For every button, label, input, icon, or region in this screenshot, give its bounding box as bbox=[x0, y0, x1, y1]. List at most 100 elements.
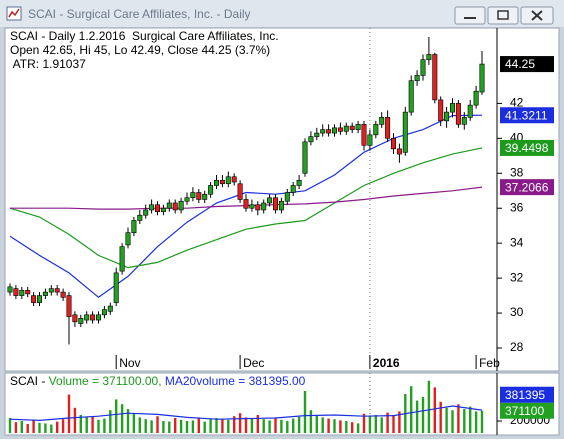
candle-body bbox=[60, 291, 66, 298]
volume-bar bbox=[115, 399, 118, 433]
volume-bar bbox=[191, 420, 195, 433]
candle-body bbox=[320, 129, 326, 134]
candle-body bbox=[31, 295, 37, 303]
axis-value-box: 39.4498 bbox=[500, 139, 554, 156]
volume-bar bbox=[315, 415, 318, 433]
close-button[interactable] bbox=[520, 6, 554, 25]
candle-body bbox=[48, 288, 54, 293]
volume-bar bbox=[392, 415, 395, 433]
candle-body bbox=[225, 176, 231, 185]
candle-body bbox=[196, 192, 202, 200]
volume-bar bbox=[262, 419, 265, 433]
axis-value-box-bg bbox=[500, 139, 554, 156]
candle-body bbox=[219, 179, 225, 185]
candle-body bbox=[361, 124, 367, 146]
volume-bar bbox=[333, 419, 336, 433]
volume-bar bbox=[209, 419, 212, 433]
volume-bar bbox=[268, 420, 271, 433]
candle-body bbox=[267, 197, 273, 204]
volume-bar bbox=[50, 424, 53, 433]
y-tick-label: 32 bbox=[510, 270, 524, 284]
candle-body bbox=[137, 214, 143, 221]
candle-body bbox=[125, 232, 131, 246]
header-line: ATR: 1.91037 bbox=[10, 57, 86, 71]
candle-body bbox=[331, 127, 337, 134]
candle-body bbox=[149, 204, 155, 211]
candle-body bbox=[90, 314, 96, 321]
candle-body bbox=[343, 125, 349, 132]
candle-body bbox=[36, 295, 42, 303]
volume-bar bbox=[79, 415, 82, 433]
candle-body bbox=[373, 124, 379, 136]
candle-body bbox=[172, 202, 178, 211]
volume-bar bbox=[221, 418, 224, 433]
volume-value-box-label: 381395 bbox=[505, 388, 545, 402]
volume-bar bbox=[469, 406, 472, 433]
volume-bar bbox=[20, 421, 23, 433]
volume-bar bbox=[480, 410, 484, 433]
axis-value-box-label: 39.4498 bbox=[505, 141, 549, 155]
volume-bar bbox=[274, 417, 277, 433]
candle-body bbox=[290, 185, 296, 193]
axis-value-box: 41.3211 bbox=[500, 107, 554, 124]
candle-body bbox=[390, 138, 396, 150]
volume-bar bbox=[8, 418, 12, 433]
volume-bar bbox=[345, 421, 348, 433]
minimize-button[interactable] bbox=[454, 6, 486, 25]
volume-bar bbox=[321, 417, 324, 433]
candle-body bbox=[261, 202, 267, 211]
volume-bar bbox=[327, 418, 330, 433]
candle-body bbox=[78, 318, 84, 324]
candle-body bbox=[107, 305, 113, 312]
volume-bar bbox=[26, 424, 29, 433]
axis-value-box-label: 41.3211 bbox=[505, 108, 548, 122]
volume-bar bbox=[244, 417, 248, 433]
volume-bar bbox=[297, 416, 301, 433]
volume-bar bbox=[120, 404, 124, 433]
volume-bar bbox=[368, 416, 372, 433]
x-tick-label: 2016 bbox=[373, 356, 400, 370]
volume-bar bbox=[14, 422, 18, 433]
x-tick-label: Feb bbox=[479, 356, 500, 370]
volume-bar bbox=[238, 413, 242, 433]
candle-body bbox=[231, 176, 237, 183]
candle-body bbox=[367, 134, 373, 146]
maximize-button[interactable] bbox=[487, 6, 519, 25]
candle-body bbox=[101, 309, 107, 316]
volume-bar bbox=[351, 422, 354, 433]
candle-body bbox=[438, 99, 444, 122]
x-tick-label: Nov bbox=[119, 356, 140, 370]
volume-bar bbox=[303, 391, 307, 433]
volume-bar bbox=[56, 421, 59, 433]
candle-body bbox=[178, 200, 184, 211]
candle-body bbox=[408, 80, 414, 113]
volume-bar bbox=[174, 418, 177, 433]
volume-bar bbox=[457, 404, 460, 433]
volume-bar bbox=[44, 423, 47, 433]
candle-body bbox=[42, 291, 48, 296]
volume-legend-ma: MA20volume = 381395.00 bbox=[162, 374, 306, 388]
volume-bar bbox=[97, 419, 100, 433]
candle-body bbox=[379, 117, 385, 125]
volume-bar bbox=[415, 400, 419, 433]
candle-body bbox=[66, 295, 72, 317]
candle-body bbox=[131, 220, 137, 233]
candle-body bbox=[385, 117, 391, 139]
candle-body bbox=[190, 192, 196, 199]
volume-bar bbox=[451, 410, 454, 433]
candle-body bbox=[461, 117, 467, 125]
price-panel bbox=[4, 27, 560, 372]
candle-body bbox=[214, 179, 220, 186]
candle-body bbox=[302, 141, 308, 174]
candle-body bbox=[54, 288, 60, 293]
candle-body bbox=[143, 209, 149, 216]
volume-bar bbox=[168, 421, 171, 433]
volume-value-box-bg bbox=[500, 386, 554, 403]
volume-bar bbox=[421, 397, 425, 433]
candle-body bbox=[202, 193, 208, 200]
axis-value-box-bg bbox=[500, 179, 554, 196]
candle-body bbox=[166, 202, 172, 209]
candle-body bbox=[184, 197, 190, 202]
x-tick-label: Dec bbox=[243, 356, 264, 370]
volume-bar bbox=[439, 401, 442, 433]
